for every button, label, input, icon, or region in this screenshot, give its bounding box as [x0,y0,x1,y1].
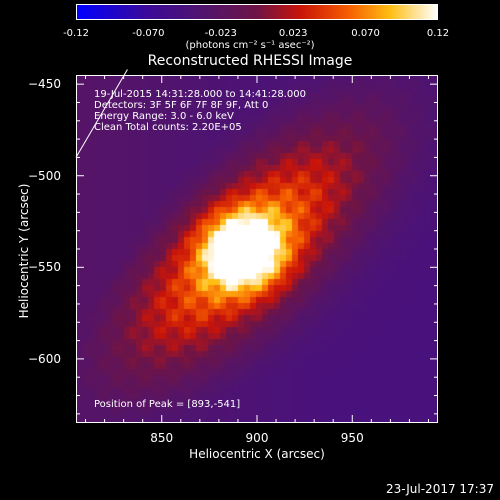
y-tick-label: −600 [28,351,61,366]
colorbar-tick-label: -0.12 [63,28,89,39]
y-tick-label: −550 [28,260,61,275]
x-tick-label: 950 [340,431,364,445]
colorbar-gradient [77,5,437,19]
annotation-peak-position: Position of Peak = [893,-541] [94,399,241,410]
colorbar-tick-label: -0.070 [132,28,165,39]
colorbar-tick-label: 0.12 [426,28,450,39]
colorbar-tick-label: 0.070 [351,28,380,39]
footer-date: 23-Jul-2017 17:37 [385,482,494,496]
plot-area [76,75,438,423]
colorbar-unit-label: (photons cm⁻² s⁻¹ asec⁻²) [185,40,315,51]
annotation-energy-range: Energy Range: 3.0 - 6.0 keV [94,111,234,122]
y-tick-label: −450 [28,77,61,92]
annotation-detectors: Detectors: 3F 5F 6F 7F 8F 9F, Att 0 [94,100,269,111]
y-tick-label: −500 [28,168,61,183]
annotation-time-range: 19-Jul-2015 14:31:28.000 to 14:41:28.000 [94,89,306,100]
colorbar-tick-label: -0.023 [204,28,237,39]
x-tick-label: 850 [150,431,174,445]
x-tick-label: 900 [245,431,269,445]
x-axis-label: Heliocentric X (arcsec) [189,447,325,461]
colorbar-tick-label: 0.023 [278,28,308,39]
chart-title: Reconstructed RHESSI Image [147,53,353,69]
annotation-clean-counts: Clean Total counts: 2.20E+05 [94,122,242,133]
y-axis-label: Heliocentric Y (arcsec) [17,183,31,319]
rhessi-image-heatmap [76,75,438,423]
colorbar [76,4,438,20]
